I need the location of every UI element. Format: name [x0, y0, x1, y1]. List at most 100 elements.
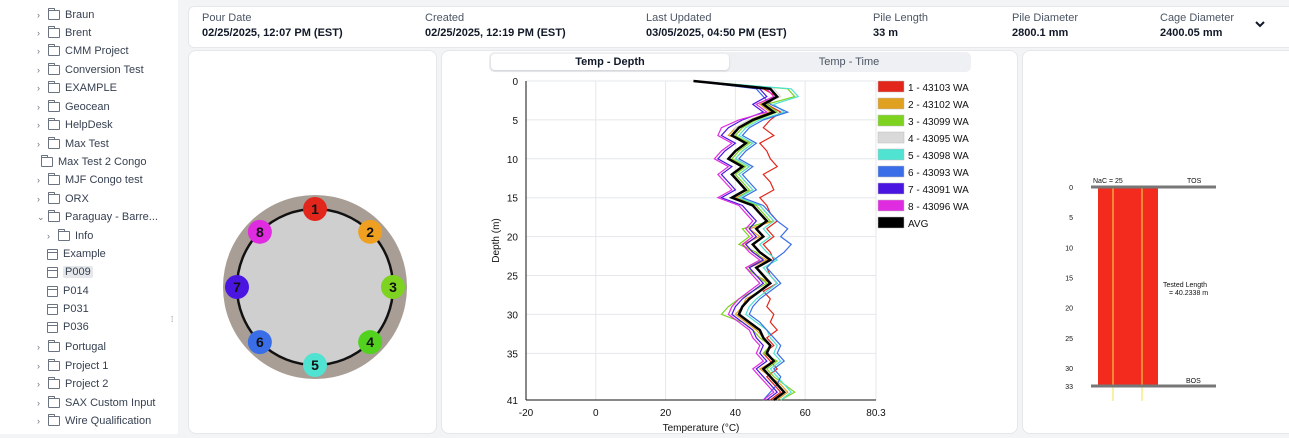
- legend-label[interactable]: AVG: [908, 219, 929, 230]
- x-axis-label: Temperature (°C): [663, 423, 740, 434]
- tree-item[interactable]: › Max Test: [37, 136, 109, 152]
- tree-item[interactable]: › Brent: [37, 25, 91, 41]
- tree-item[interactable]: › ORX: [37, 191, 89, 207]
- tree-item[interactable]: › SAX Custom Input: [37, 395, 156, 411]
- legend-label[interactable]: 1 - 43103 WA: [908, 83, 969, 94]
- info-value: 02/25/2025, 12:19 PM (EST): [425, 27, 566, 39]
- chevron-right-icon[interactable]: ›: [37, 10, 40, 20]
- tree-item[interactable]: › HelpDesk: [37, 117, 113, 133]
- tree-item[interactable]: P014: [47, 283, 89, 299]
- bos-label: BOS: [1186, 378, 1201, 385]
- sensor-4[interactable]: 4: [358, 330, 383, 355]
- legend-label[interactable]: 4 - 43095 WA: [908, 134, 969, 145]
- chevron-right-icon[interactable]: ›: [37, 65, 40, 75]
- sensor-marker[interactable]: [303, 197, 327, 221]
- chevron-right-icon[interactable]: ›: [37, 194, 40, 204]
- chevron-right-icon[interactable]: ›: [37, 28, 40, 38]
- info-value: 2400.05 mm: [1160, 27, 1223, 39]
- legend-swatch[interactable]: [877, 182, 905, 195]
- legend-swatch[interactable]: [877, 199, 905, 212]
- temp-depth-chart: -20 0 20 40 60 80.3 0 5 10 15 20 25 30 35 41 Temperatur…: [491, 77, 969, 434]
- legend-swatch[interactable]: [877, 216, 905, 229]
- chevron-right-icon[interactable]: ›: [37, 361, 40, 371]
- legend-swatch[interactable]: [877, 148, 905, 161]
- tree-item[interactable]: Example: [47, 246, 106, 262]
- chevron-down-icon[interactable]: [1253, 17, 1269, 33]
- tree-item[interactable]: › CMM Project: [37, 43, 129, 59]
- tree-item[interactable]: › EXAMPLE: [37, 80, 117, 96]
- tree-item[interactable]: › Wire Qualification: [37, 413, 151, 429]
- tree-item[interactable]: P031: [47, 301, 89, 317]
- tree-item[interactable]: P009: [47, 264, 93, 280]
- x-tick-label: 40: [730, 408, 742, 419]
- chevron-right-icon[interactable]: ›: [37, 379, 40, 389]
- chevron-right-icon[interactable]: ›: [37, 120, 40, 130]
- sensor-1[interactable]: 1: [303, 197, 327, 221]
- sensor-marker[interactable]: [358, 219, 383, 244]
- legend-label[interactable]: 5 - 43098 WA: [908, 151, 969, 162]
- folder-icon: [58, 229, 70, 241]
- sensor-2[interactable]: 2: [358, 219, 383, 244]
- tree-item[interactable]: P036: [47, 319, 89, 335]
- legend-label[interactable]: 6 - 43093 WA: [908, 168, 969, 179]
- x-tick-label: 0: [593, 408, 599, 419]
- tree-item[interactable]: Max Test 2 Congo: [41, 154, 146, 170]
- tree-item-label: ORX: [65, 193, 89, 205]
- tree-item-label: Max Test: [65, 138, 109, 150]
- tree-item[interactable]: › Geocean: [37, 99, 110, 115]
- sensor-3[interactable]: 3: [381, 275, 405, 299]
- tree-item[interactable]: › MJF Congo test: [37, 172, 143, 188]
- legend-label[interactable]: 7 - 43091 WA: [908, 185, 969, 196]
- tree-item-label: P014: [63, 285, 89, 297]
- folder-icon: [48, 44, 60, 56]
- tree-item[interactable]: › Info: [47, 228, 93, 244]
- legend-swatch[interactable]: [877, 165, 905, 178]
- legend-label[interactable]: 8 - 43096 WA: [908, 202, 969, 213]
- sensor-5[interactable]: 5: [303, 353, 327, 377]
- cross-section-diagram: 1 2 3 4 5 6 7 8: [223, 195, 407, 379]
- tree-item[interactable]: › Portugal: [37, 339, 106, 355]
- tree-item[interactable]: › Conversion Test: [37, 62, 144, 78]
- legend-swatch[interactable]: [877, 80, 905, 93]
- info-label: Last Updated: [646, 12, 712, 24]
- chevron-right-icon[interactable]: ›: [37, 46, 40, 56]
- chevron-right-icon[interactable]: ›: [37, 139, 40, 149]
- tab-temp-time[interactable]: Temp - Time: [818, 56, 880, 68]
- sensor-7[interactable]: 7: [225, 275, 249, 299]
- chevron-right-icon[interactable]: ›: [37, 398, 40, 408]
- chevron-right-icon[interactable]: ›: [37, 175, 40, 185]
- y-tick-label: 20: [507, 233, 519, 244]
- sensor-marker[interactable]: [358, 330, 383, 355]
- chevron-right-icon[interactable]: ›: [37, 342, 40, 352]
- tab-temp-depth[interactable]: Temp - Depth: [491, 54, 729, 70]
- legend-swatch[interactable]: [877, 97, 905, 110]
- chevron-down-icon[interactable]: ⌄: [37, 211, 45, 222]
- depth-tick-label: 15: [1065, 275, 1073, 282]
- chart-view-toggle: Temp - Depth Temp - Time: [489, 52, 971, 72]
- tree-item[interactable]: ⌄ Paraguay - Barre...: [37, 209, 158, 225]
- sensor-marker[interactable]: [303, 353, 327, 377]
- tree-item-label: EXAMPLE: [65, 82, 117, 94]
- chevron-right-icon[interactable]: ›: [37, 102, 40, 112]
- tree-item-label: HelpDesk: [65, 119, 113, 131]
- tree-item[interactable]: › Project 1: [37, 358, 108, 374]
- info-label: Pile Diameter: [1012, 12, 1079, 24]
- legend-swatch[interactable]: [877, 114, 905, 127]
- sensor-marker[interactable]: [247, 219, 272, 244]
- chevron-right-icon[interactable]: ›: [37, 416, 40, 426]
- legend-swatch[interactable]: [877, 131, 905, 144]
- chevron-right-icon[interactable]: ›: [37, 83, 40, 93]
- sensor-6[interactable]: 6: [247, 330, 272, 355]
- series-line: [693, 80, 793, 401]
- tree-item[interactable]: › Braun: [37, 7, 94, 23]
- legend-label[interactable]: 3 - 43099 WA: [908, 117, 969, 128]
- chevron-right-icon[interactable]: ›: [47, 231, 50, 241]
- legend-label[interactable]: 2 - 43102 WA: [908, 100, 969, 111]
- sensor-marker[interactable]: [381, 275, 405, 299]
- sensor-marker[interactable]: [225, 275, 249, 299]
- sensor-8[interactable]: 8: [247, 219, 272, 244]
- sensor-marker[interactable]: [247, 330, 272, 355]
- sidebar-resize-handle[interactable]: ⁞: [171, 315, 174, 324]
- tree-item[interactable]: › Project 2: [37, 376, 108, 392]
- info-pile-length: Pile Length 33 m: [873, 12, 928, 39]
